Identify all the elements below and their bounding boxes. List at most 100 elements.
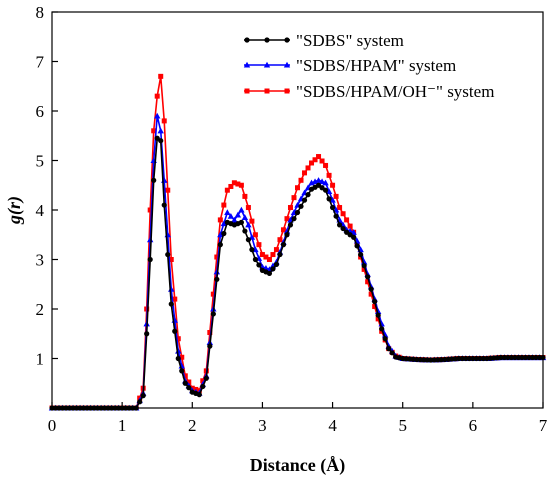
y-axis-ticks: 1 2 3 4 5 6 7 8: [36, 3, 58, 369]
data-point-sdbs: [386, 346, 392, 352]
legend-marker: [264, 37, 270, 43]
data-point-sdbs: [147, 256, 153, 263]
data-point-sdbs: [144, 331, 150, 337]
data-point-sdbs-hpam: [227, 212, 235, 219]
data-point-sdbs: [203, 375, 209, 381]
data-point-sdbs: [270, 266, 276, 272]
data-point-sdbs: [287, 222, 294, 228]
data-point-sdbs: [137, 399, 143, 405]
data-point-sdbs-hpam: [325, 188, 333, 194]
data-point-sdbs: [214, 276, 220, 282]
data-point-sdbs-hpam-oh: [186, 379, 192, 385]
data-point-sdbs-hpam-oh: [221, 202, 227, 208]
data-point-sdbs-hpam-oh: [273, 247, 279, 253]
data-point-sdbs-hpam-oh: [280, 227, 286, 233]
y-tick-label: 5: [36, 152, 45, 171]
data-point-sdbs-hpam-oh: [158, 73, 164, 79]
data-point-sdbs-hpam-oh: [235, 181, 241, 187]
y-tick-label: 6: [36, 102, 45, 121]
data-point-sdbs: [294, 209, 301, 216]
data-point-sdbs: [301, 197, 308, 203]
series-sdbs-hpam: [48, 112, 547, 411]
y-tick-label: 2: [36, 300, 45, 319]
data-point-sdbs: [242, 228, 248, 234]
data-point-sdbs-hpam-oh: [175, 336, 181, 342]
legend-label: "SDBS/HPAM/OH⁻" system: [296, 82, 494, 101]
data-point-sdbs-hpam-oh: [333, 193, 339, 199]
data-point-sdbs-hpam-oh: [172, 296, 178, 302]
data-point-sdbs-hpam-oh: [154, 93, 160, 99]
legend-marker: [263, 61, 271, 68]
data-point-sdbs-hpam-oh: [249, 218, 255, 224]
data-point-sdbs: [256, 262, 262, 268]
data-point-sdbs-hpam: [220, 220, 228, 227]
series-sdbs: [49, 135, 546, 411]
data-point-sdbs-hpam-oh: [340, 211, 346, 217]
data-point-sdbs: [266, 270, 273, 276]
x-tick-label: 4: [328, 416, 337, 435]
data-point-sdbs: [284, 232, 290, 238]
data-point-sdbs-hpam-oh: [375, 316, 381, 322]
data-point-sdbs: [217, 242, 223, 248]
data-point-sdbs-hpam: [157, 127, 164, 134]
data-point-sdbs: [277, 251, 283, 258]
x-axis-title: Distance (Å): [250, 455, 345, 476]
x-axis-ticks: 0 1 2 3 4 5 6 7: [48, 402, 548, 435]
data-point-sdbs: [354, 243, 360, 249]
data-point-sdbs: [322, 187, 329, 193]
x-tick-label: 1: [118, 416, 127, 435]
data-point-sdbs-hpam-oh: [200, 378, 206, 384]
x-tick-label: 2: [188, 416, 197, 435]
data-point-sdbs: [291, 216, 297, 222]
x-tick-label: 5: [398, 416, 407, 435]
legend-marker: [284, 88, 290, 94]
y-tick-label: 8: [36, 3, 45, 22]
data-point-sdbs-hpam-oh: [179, 354, 185, 360]
data-point-sdbs-hpam-oh: [182, 373, 188, 379]
data-point-sdbs-hpam-oh: [217, 217, 223, 223]
data-point-sdbs: [140, 393, 146, 399]
data-point-sdbs: [175, 355, 181, 362]
data-point-sdbs: [375, 312, 381, 318]
data-point-sdbs: [351, 234, 357, 240]
data-point-sdbs-hpam-oh: [302, 170, 308, 176]
data-point-sdbs: [368, 286, 374, 292]
data-point-sdbs: [372, 298, 378, 305]
data-point-sdbs-hpam-oh: [312, 157, 318, 163]
data-point-sdbs-hpam-oh: [161, 118, 167, 124]
data-point-sdbs-hpam: [241, 214, 249, 220]
data-point-sdbs: [182, 380, 188, 386]
data-point-sdbs-hpam-oh: [224, 187, 230, 193]
x-tick-label: 6: [469, 416, 478, 435]
data-point-sdbs-hpam-oh: [259, 252, 265, 258]
data-point-sdbs: [210, 311, 216, 317]
data-point-sdbs: [340, 225, 346, 232]
data-point-sdbs: [196, 392, 202, 398]
data-point-sdbs-hpam-oh: [326, 172, 332, 178]
data-point-sdbs: [379, 326, 385, 332]
data-point-sdbs: [280, 242, 287, 248]
data-point-sdbs: [358, 251, 364, 258]
data-point-sdbs: [333, 213, 339, 219]
data-point-sdbs-hpam-oh: [245, 205, 251, 211]
x-tick-label: 3: [258, 416, 267, 435]
data-point-sdbs-hpam-oh: [165, 187, 171, 193]
legend-label: "SDBS/HPAM" system: [296, 56, 456, 75]
data-point-sdbs: [151, 177, 157, 183]
data-point-sdbs-hpam: [234, 211, 242, 218]
data-point-sdbs-hpam-oh: [347, 223, 353, 229]
data-point-sdbs-hpam-oh: [284, 216, 290, 222]
data-point-sdbs-hpam-oh: [365, 279, 371, 285]
x-tick-label: 0: [48, 416, 57, 435]
data-point-sdbs-hpam-oh: [263, 254, 269, 260]
data-point-sdbs: [326, 196, 332, 202]
data-point-sdbs: [179, 368, 185, 374]
data-point-sdbs: [329, 204, 336, 211]
data-point-sdbs-hpam: [154, 112, 161, 119]
data-point-sdbs: [158, 138, 164, 144]
data-point-sdbs-hpam-oh: [242, 193, 248, 199]
legend-marker: [264, 88, 270, 94]
data-point-sdbs: [298, 203, 304, 209]
legend-marker: [243, 61, 251, 68]
